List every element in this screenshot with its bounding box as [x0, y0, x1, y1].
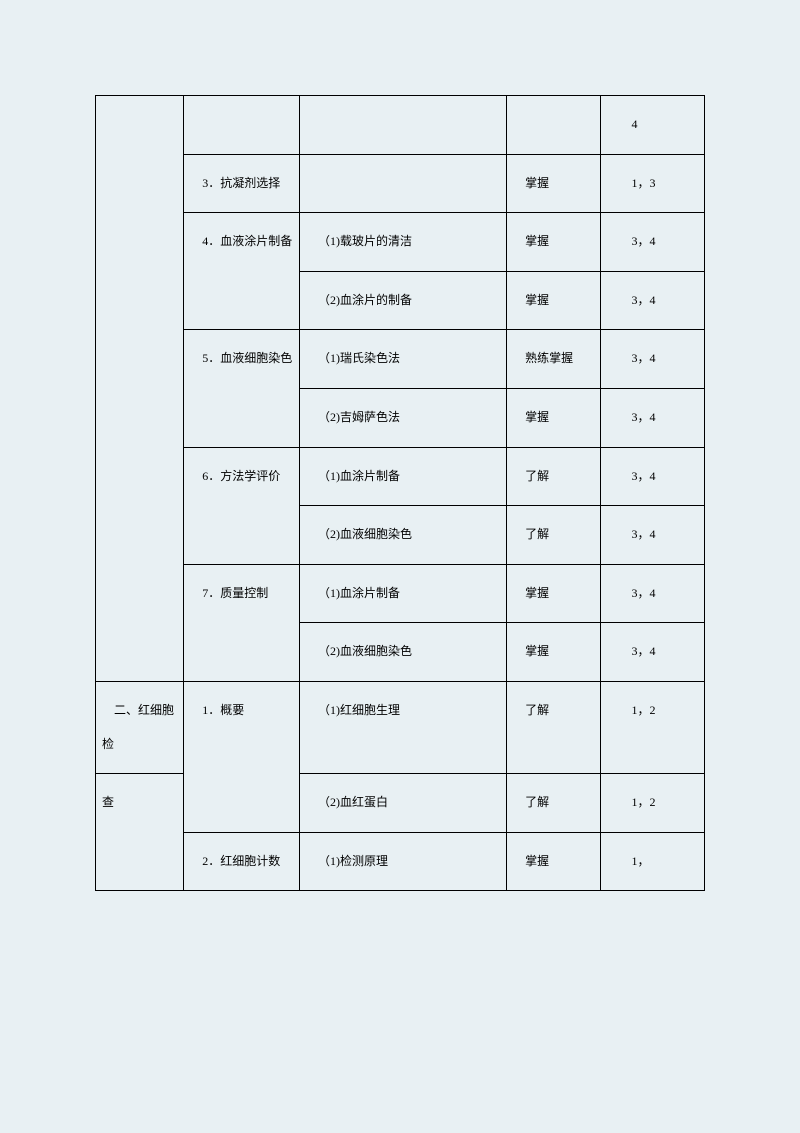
cell-item: （1)检测原理	[300, 832, 507, 891]
cell-ref: 3，4	[601, 447, 705, 506]
cell-item: （2)血红蛋白	[300, 774, 507, 833]
table-row: 二、红细胞检 1．概要 （1)红细胞生理 了解 1，2	[96, 681, 705, 773]
cell-topic: 二、红细胞检	[96, 681, 184, 773]
cell-ref: 1，	[601, 832, 705, 891]
cell-topic	[96, 96, 184, 682]
table-body: 4 3．抗凝剂选择 掌握 1，3 4．血液涂片制备 （1)载玻片的清洁 掌握 3…	[96, 96, 705, 891]
cell-ref: 1，3	[601, 154, 705, 213]
table-row: 6．方法学评价 （1)血涂片制备 了解 3，4	[96, 447, 705, 506]
cell-item: （1)血涂片制备	[300, 447, 507, 506]
cell-item: （1)红细胞生理	[300, 681, 507, 773]
cell-item	[300, 154, 507, 213]
cell-item: （1)血涂片制备	[300, 564, 507, 623]
cell-subtopic: 2．红细胞计数	[184, 832, 300, 891]
cell-ref: 1，2	[601, 774, 705, 833]
cell-level: 掌握	[507, 564, 601, 623]
cell-subtopic: 1．概要	[184, 681, 300, 832]
cell-level: 了解	[507, 506, 601, 565]
cell-ref: 3，4	[601, 388, 705, 447]
cell-item: （1)瑞氏染色法	[300, 330, 507, 389]
cell-level: 了解	[507, 774, 601, 833]
cell-item: （2)吉姆萨色法	[300, 388, 507, 447]
cell-subtopic: 6．方法学评价	[184, 447, 300, 564]
cell-ref: 3，4	[601, 506, 705, 565]
cell-level: 了解	[507, 681, 601, 773]
cell-level: 掌握	[507, 271, 601, 330]
cell-level: 掌握	[507, 623, 601, 682]
cell-item: （2)血液细胞染色	[300, 623, 507, 682]
cell-ref: 3，4	[601, 623, 705, 682]
cell-ref: 3，4	[601, 213, 705, 272]
cell-level: 熟练掌握	[507, 330, 601, 389]
cell-topic: 查	[96, 774, 184, 891]
cell-subtopic: 3．抗凝剂选择	[184, 154, 300, 213]
table-row: 2．红细胞计数 （1)检测原理 掌握 1，	[96, 832, 705, 891]
cell-level: 掌握	[507, 154, 601, 213]
cell-ref: 4	[601, 96, 705, 155]
cell-level: 了解	[507, 447, 601, 506]
cell-item: （2)血涂片的制备	[300, 271, 507, 330]
cell-item: （2)血液细胞染色	[300, 506, 507, 565]
cell-subtopic: 5．血液细胞染色	[184, 330, 300, 447]
syllabus-table: 4 3．抗凝剂选择 掌握 1，3 4．血液涂片制备 （1)载玻片的清洁 掌握 3…	[95, 95, 705, 891]
cell-level	[507, 96, 601, 155]
table-row: 7．质量控制 （1)血涂片制备 掌握 3，4	[96, 564, 705, 623]
cell-level: 掌握	[507, 388, 601, 447]
cell-ref: 3，4	[601, 271, 705, 330]
cell-ref: 3，4	[601, 330, 705, 389]
table-row: 5．血液细胞染色 （1)瑞氏染色法 熟练掌握 3，4	[96, 330, 705, 389]
table-row: 4．血液涂片制备 （1)载玻片的清洁 掌握 3，4	[96, 213, 705, 272]
cell-subtopic	[184, 96, 300, 155]
table-row: 4	[96, 96, 705, 155]
cell-item: （1)载玻片的清洁	[300, 213, 507, 272]
cell-level: 掌握	[507, 213, 601, 272]
cell-item	[300, 96, 507, 155]
cell-subtopic: 4．血液涂片制备	[184, 213, 300, 330]
cell-level: 掌握	[507, 832, 601, 891]
table-row: 3．抗凝剂选择 掌握 1，3	[96, 154, 705, 213]
cell-ref: 1，2	[601, 681, 705, 773]
cell-subtopic: 7．质量控制	[184, 564, 300, 681]
cell-ref: 3，4	[601, 564, 705, 623]
